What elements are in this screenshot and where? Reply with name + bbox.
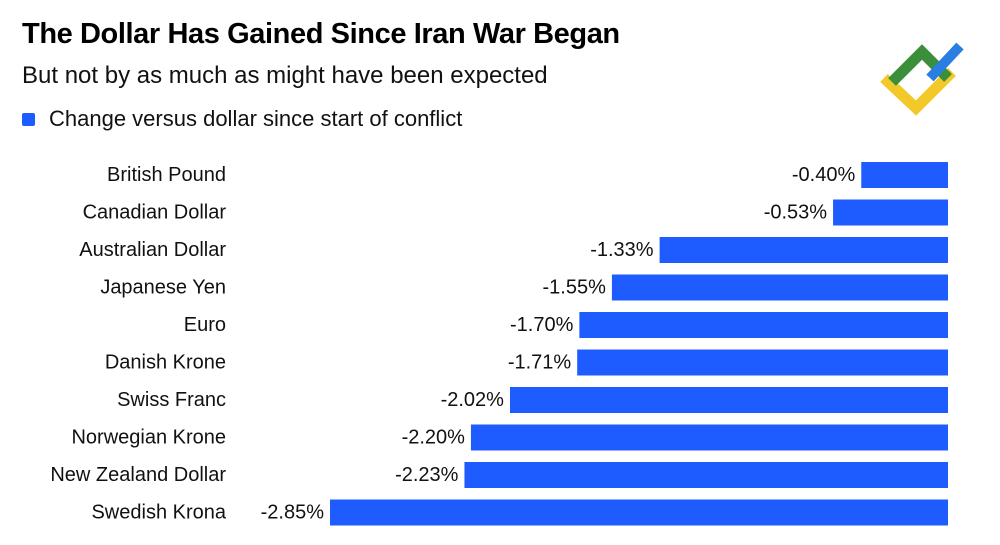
- category-label: Canadian Dollar: [83, 202, 227, 224]
- chart-title: The Dollar Has Gained Since Iran War Beg…: [22, 18, 620, 50]
- bar: [577, 349, 948, 376]
- value-label: -2.23%: [395, 464, 459, 486]
- bar: [611, 274, 948, 301]
- bar: [464, 462, 948, 488]
- bar: [659, 237, 948, 263]
- bar-row: Euro -1.70%: [184, 312, 948, 338]
- value-label: -1.70%: [510, 314, 574, 336]
- category-label: Swiss Franc: [117, 389, 226, 411]
- bar-row: New Zealand Dollar -2.23%: [50, 462, 948, 488]
- bar: [833, 199, 948, 226]
- bar-row: Canadian Dollar -0.53%: [83, 199, 948, 226]
- legend-label: Change versus dollar since start of conf…: [49, 106, 463, 131]
- bar-row: Danish Krone -1.71%: [105, 349, 948, 376]
- bar-row: British Pound -0.40%: [107, 162, 948, 188]
- bar: [861, 162, 948, 188]
- bar: [579, 312, 948, 338]
- chart-legend: Change versus dollar since start of conf…: [22, 105, 462, 133]
- category-label: British Pound: [107, 164, 226, 186]
- value-label: -1.33%: [590, 239, 654, 261]
- category-label: Danish Krone: [105, 352, 226, 374]
- legend-swatch: [22, 112, 35, 126]
- category-label: New Zealand Dollar: [50, 464, 226, 486]
- bar-row: Japanese Yen -1.55%: [100, 274, 948, 301]
- value-label: -0.40%: [792, 164, 856, 186]
- bar-row: Swedish Krona -2.85%: [91, 499, 948, 526]
- chevron-arrows-logo-icon: [880, 42, 964, 116]
- category-label: Norwegian Krone: [71, 427, 226, 449]
- value-label: -0.53%: [764, 202, 828, 224]
- bar: [330, 499, 948, 526]
- chart-subtitle: But not by as much as might have been ex…: [22, 62, 548, 89]
- value-label: -1.71%: [508, 352, 572, 374]
- bar: [470, 424, 948, 451]
- value-label: -2.20%: [402, 427, 466, 449]
- bar-row: Swiss Franc -2.02%: [117, 387, 948, 413]
- category-label: Euro: [184, 314, 226, 336]
- bar-row: Australian Dollar -1.33%: [79, 237, 948, 263]
- category-label: Swedish Krona: [91, 502, 226, 524]
- category-label: Australian Dollar: [79, 239, 226, 261]
- bar-row: Norwegian Krone -2.20%: [71, 424, 948, 451]
- category-label: Japanese Yen: [100, 277, 226, 299]
- value-label: -2.02%: [441, 389, 505, 411]
- value-label: -1.55%: [543, 277, 607, 299]
- bar: [509, 387, 948, 413]
- value-label: -2.85%: [261, 502, 325, 524]
